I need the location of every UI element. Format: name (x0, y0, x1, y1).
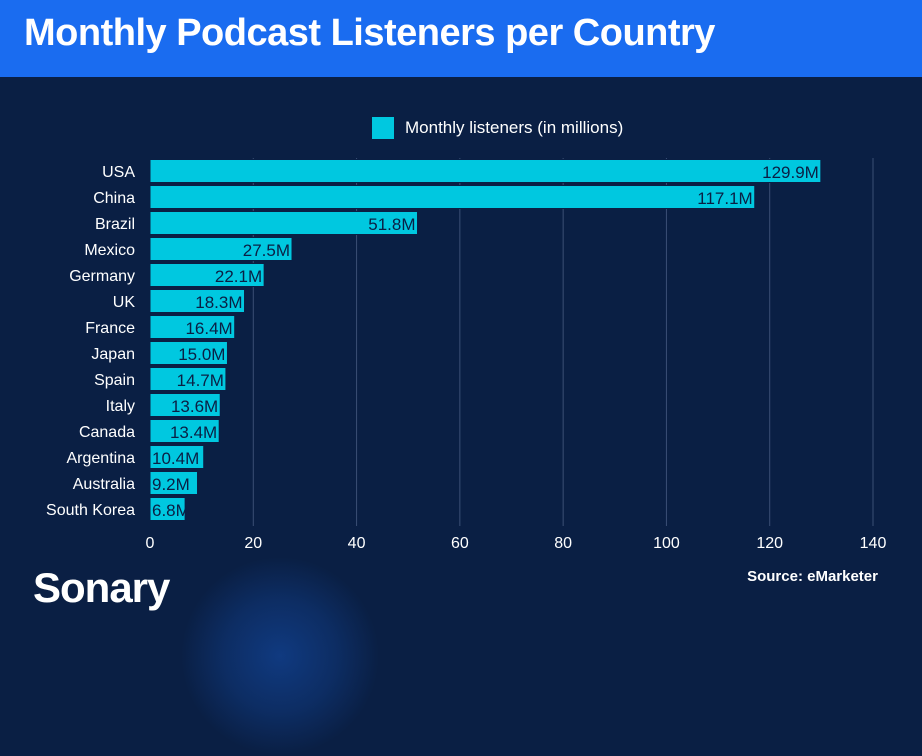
data-label: 6.8M (152, 501, 190, 520)
category-label: Mexico (84, 242, 135, 259)
bar (149, 367, 227, 391)
category-label: UK (113, 294, 136, 311)
category-label: Australia (73, 476, 135, 493)
category-label: USA (102, 164, 135, 181)
data-label: 14.7M (177, 371, 224, 390)
data-label: 13.6M (171, 397, 218, 416)
x-tick-label: 140 (860, 535, 887, 550)
legend-label: Monthly listeners (in millions) (405, 118, 624, 137)
page-title: Monthly Podcast Listeners per Country (24, 12, 715, 54)
data-label: 22.1M (215, 267, 262, 286)
category-label: Germany (69, 268, 135, 285)
category-label: France (85, 320, 135, 337)
data-label: 129.9M (762, 163, 819, 182)
x-tick-label: 120 (756, 535, 783, 550)
data-label: 15.0M (178, 345, 225, 364)
data-label: 18.3M (195, 293, 242, 312)
bar (149, 341, 228, 365)
bar (149, 185, 756, 209)
bar (149, 315, 236, 339)
data-label: 10.4M (152, 449, 199, 468)
category-label: South Korea (46, 502, 135, 519)
x-tick-label: 100 (653, 535, 680, 550)
data-label: 9.2M (152, 475, 190, 494)
bar (149, 419, 220, 443)
chart-legend: Monthly listeners (in millions) (372, 116, 623, 140)
category-label: Brazil (95, 216, 135, 233)
bar (149, 159, 822, 183)
x-tick-label: 0 (146, 535, 155, 550)
category-label: China (93, 190, 135, 207)
data-label: 51.8M (368, 215, 415, 234)
bar-chart: 0 20 40 60 80 100 120 140 USA 129.9M China 117.1M Br… (46, 158, 887, 550)
x-tick-label: 60 (451, 535, 469, 550)
brand-logo: Sonary (33, 564, 170, 611)
bar (149, 497, 186, 521)
category-label: Italy (106, 398, 135, 415)
bar (149, 471, 199, 495)
data-label: 13.4M (170, 423, 217, 442)
category-label: Argentina (67, 450, 136, 467)
decorative-circle (180, 556, 380, 756)
source-label: Source: eMarketer (747, 568, 878, 585)
legend-swatch (372, 117, 394, 139)
category-label: Japan (91, 346, 135, 363)
header-bar: Monthly Podcast Listeners per Country (0, 0, 922, 77)
data-label: 16.4M (185, 319, 232, 338)
bar (149, 237, 293, 261)
category-label: Spain (94, 372, 135, 389)
x-tick-label: 20 (244, 535, 262, 550)
category-label: Canada (79, 424, 135, 441)
bar (149, 289, 246, 313)
bar (149, 211, 419, 235)
data-label: 117.1M (697, 189, 752, 208)
x-tick-label: 40 (348, 535, 366, 550)
data-label: 27.5M (243, 241, 290, 260)
bar (149, 263, 265, 287)
x-tick-label: 80 (554, 535, 572, 550)
bar (149, 393, 221, 417)
bar (149, 445, 205, 469)
